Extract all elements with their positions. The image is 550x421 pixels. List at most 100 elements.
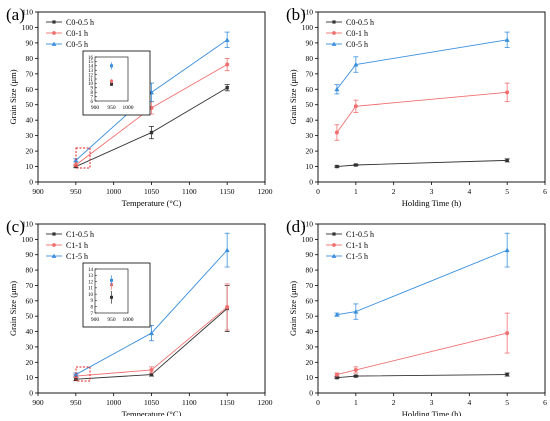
x-tick-label: 1200 bbox=[258, 187, 273, 196]
legend-entry: C0-1 h bbox=[66, 29, 88, 38]
y-tick-label: 60 bbox=[306, 85, 314, 94]
series-line bbox=[336, 159, 508, 167]
y-tick-label: 100 bbox=[22, 235, 34, 244]
inset-y-tick-label: 16 bbox=[88, 56, 94, 61]
inset-y-tick-label: 11 bbox=[88, 78, 93, 83]
legend: C1-0.5 h C1-1 h C1-5 h bbox=[326, 230, 374, 261]
series-C0-0.5 h bbox=[334, 158, 510, 169]
legend-entry: C1-1 h bbox=[66, 241, 88, 250]
inset-y-tick-label: 6 bbox=[91, 100, 94, 105]
series-C0-1 h bbox=[334, 82, 510, 141]
data-point-marker bbox=[334, 372, 339, 377]
data-point-marker bbox=[73, 157, 79, 163]
inset-x-tick-label: 900 bbox=[91, 317, 100, 323]
y-tick-label: 110 bbox=[22, 220, 33, 229]
y-tick-label: 20 bbox=[306, 147, 314, 156]
panel-b: (b)0 1 2 3 4 5 60102030405060708090100110Holdi… bbox=[286, 5, 547, 208]
y-tick-label: 10 bbox=[306, 373, 314, 382]
inset-x-tick-label: 1000 bbox=[123, 105, 134, 111]
x-tick-label: 1150 bbox=[220, 187, 235, 196]
x-tick-label: 1 bbox=[354, 398, 358, 407]
y-tick-label: 30 bbox=[26, 131, 34, 140]
inset-y-tick-label: 14 bbox=[88, 268, 94, 273]
data-point-marker bbox=[504, 247, 510, 253]
x-tick-label: 950 bbox=[70, 398, 82, 407]
inset-x-tick-label: 1000 bbox=[123, 317, 134, 323]
data-point-marker bbox=[52, 243, 56, 247]
x-tick-label: 1100 bbox=[182, 398, 197, 407]
x-tick-label: 2 bbox=[392, 187, 396, 196]
inset-data-point bbox=[110, 82, 113, 86]
inset-y-tick-label: 9 bbox=[91, 299, 94, 304]
inset-y-tick-label: 15 bbox=[88, 60, 94, 65]
legend-entry: C0-5 h bbox=[66, 40, 88, 49]
data-point-marker bbox=[73, 372, 79, 377]
y-axis-label: Grain Size (μm) bbox=[288, 69, 298, 124]
inset-frame bbox=[82, 262, 151, 328]
x-tick-label: 900 bbox=[32, 187, 44, 196]
y-tick-label: 60 bbox=[26, 85, 34, 94]
y-tick-label: 80 bbox=[26, 266, 34, 275]
legend-entry: C1-0.5 h bbox=[66, 230, 94, 239]
inset-data-point bbox=[110, 278, 113, 282]
data-point-marker bbox=[332, 243, 336, 247]
x-tick-label: 0 bbox=[316, 398, 320, 407]
x-tick-label: 900 bbox=[32, 398, 44, 407]
inset-x-tick-label: 950 bbox=[107, 317, 116, 323]
y-tick-label: 30 bbox=[306, 342, 314, 351]
data-point-marker bbox=[353, 104, 358, 109]
y-tick-label: 10 bbox=[26, 162, 34, 171]
legend: C0-0.5 h C0-1 h C0-5 h bbox=[46, 18, 94, 49]
x-tick-label: 950 bbox=[70, 187, 82, 196]
x-tick-label: 5 bbox=[505, 398, 509, 407]
inset-y-tick-label: 8 bbox=[91, 91, 94, 96]
x-axis-label: Holding Time (h) bbox=[402, 409, 462, 416]
legend-entry: C0-0.5 h bbox=[66, 18, 94, 27]
inset-y-tick-label: 14 bbox=[88, 65, 94, 70]
y-tick-label: 80 bbox=[306, 54, 314, 63]
data-point-marker bbox=[149, 372, 154, 377]
y-tick-label: 50 bbox=[306, 100, 314, 109]
data-point-marker bbox=[225, 86, 229, 90]
x-tick-label: 2 bbox=[392, 398, 396, 407]
y-tick-label: 90 bbox=[26, 38, 34, 47]
data-point-marker bbox=[504, 37, 510, 42]
data-point-marker bbox=[505, 372, 509, 377]
x-tick-label: 1100 bbox=[182, 187, 197, 196]
y-tick-label: 50 bbox=[26, 312, 34, 321]
panel-label: (d) bbox=[286, 217, 306, 236]
data-point-marker bbox=[225, 304, 230, 309]
y-tick-label: 70 bbox=[306, 281, 314, 290]
y-tick-label: 10 bbox=[26, 373, 34, 382]
data-point-marker bbox=[52, 31, 56, 35]
x-tick-label: 4 bbox=[467, 187, 471, 196]
legend-entry: C0-0.5 h bbox=[346, 18, 374, 27]
y-tick-label: 40 bbox=[26, 116, 34, 125]
data-point-marker bbox=[335, 375, 339, 380]
y-tick-label: 40 bbox=[306, 327, 314, 336]
x-tick-label: 1000 bbox=[106, 187, 121, 196]
x-axis-label: Temperature (°C) bbox=[122, 409, 182, 416]
y-tick-label: 70 bbox=[306, 69, 314, 78]
y-tick-label: 50 bbox=[306, 312, 314, 321]
data-point-marker bbox=[354, 163, 358, 167]
y-axis-label: Grain Size (μm) bbox=[8, 281, 18, 336]
y-tick-label: 0 bbox=[309, 178, 313, 187]
y-tick-label: 70 bbox=[26, 69, 34, 78]
series-line bbox=[336, 374, 508, 379]
y-tick-label: 100 bbox=[302, 23, 314, 32]
x-tick-label: 1000 bbox=[106, 398, 121, 407]
y-tick-label: 70 bbox=[26, 281, 34, 290]
data-point-marker bbox=[332, 232, 336, 236]
y-tick-label: 90 bbox=[306, 38, 314, 47]
inset-y-tick-label: 13 bbox=[88, 69, 94, 74]
data-point-marker bbox=[505, 90, 510, 95]
series-C0-5 h bbox=[334, 31, 510, 95]
y-tick-label: 30 bbox=[306, 131, 314, 140]
series-line bbox=[336, 332, 508, 376]
y-axis-label: Grain Size (μm) bbox=[288, 281, 298, 336]
inset-data-point bbox=[110, 79, 113, 83]
